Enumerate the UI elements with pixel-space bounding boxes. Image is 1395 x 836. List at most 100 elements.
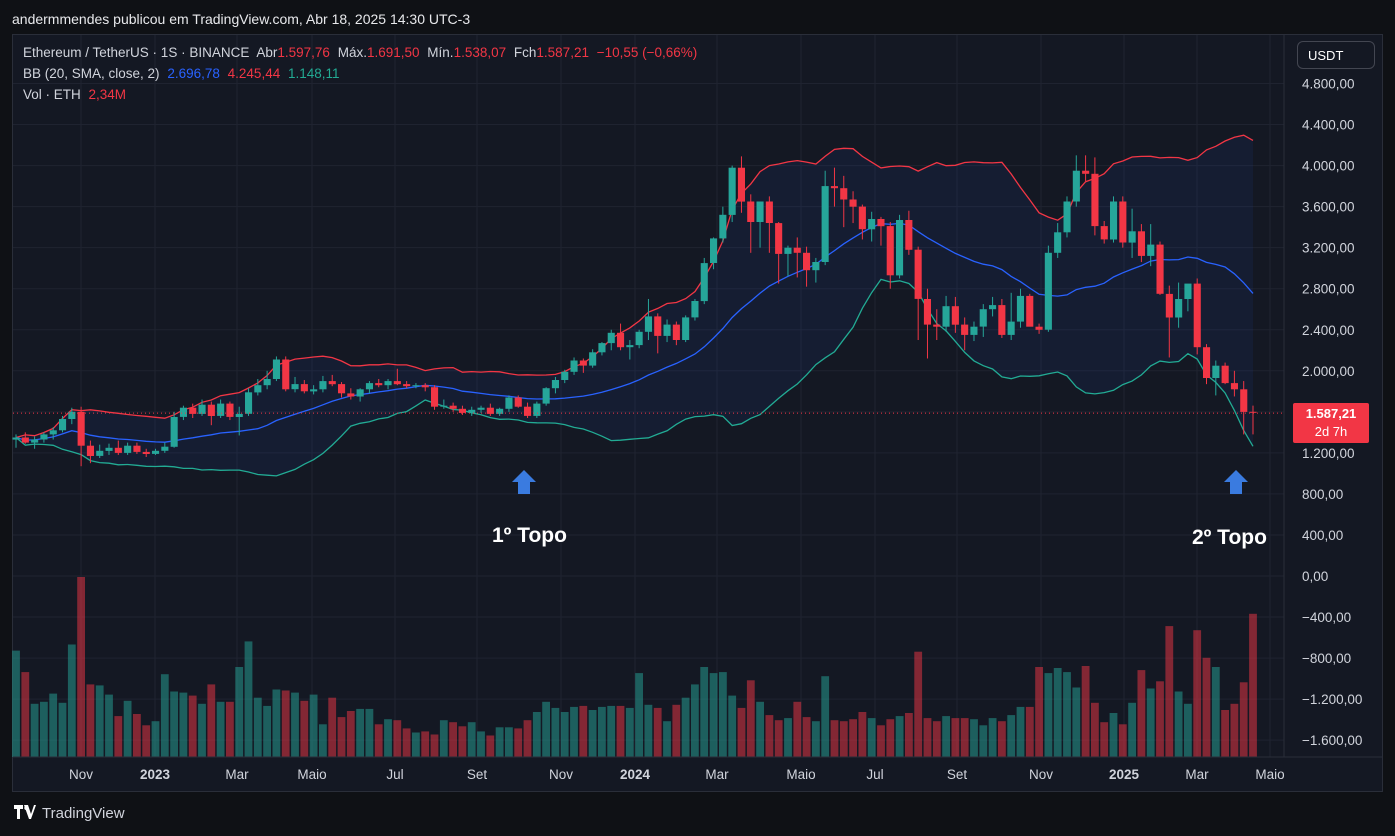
candle-body — [1035, 326, 1043, 330]
candle-body — [328, 381, 336, 385]
candle-body — [961, 324, 969, 335]
candle-body — [59, 419, 67, 431]
volume-bar — [923, 718, 932, 757]
legend-open-value: 1.597,76 — [277, 45, 330, 60]
volume-bar — [216, 701, 225, 757]
volume-bar — [1044, 673, 1053, 757]
volume-bar — [1184, 703, 1192, 757]
volume-bar — [514, 728, 523, 757]
candle-body — [626, 345, 634, 348]
volume-bar — [765, 715, 774, 757]
candle-body — [142, 451, 150, 454]
legend-high-value: 1.691,50 — [366, 45, 420, 60]
candle-body — [1026, 295, 1034, 327]
bb-lower-line — [15, 278, 1254, 477]
legend-bb-upper: 4.245,44 — [227, 66, 281, 81]
volume-bar — [1035, 667, 1043, 757]
volume-bar — [67, 644, 76, 757]
volume-bar — [467, 722, 476, 757]
volume-bar — [30, 703, 39, 757]
x-tick-label: Mar — [225, 767, 249, 782]
candle-body — [263, 379, 271, 386]
legend-bb-label[interactable]: BB (20, SMA, close, 2) — [23, 66, 160, 81]
legend-vol-row: Vol · ETH 2,34M — [23, 87, 130, 102]
last-price-value: 1.587,21 — [1305, 406, 1357, 421]
currency-button[interactable]: USDT — [1297, 41, 1375, 69]
y-tick-label: 2.000,00 — [1302, 364, 1355, 379]
volume-bar — [523, 720, 532, 757]
candle-body — [942, 306, 950, 327]
volume-bar — [1193, 630, 1202, 757]
volume-bar — [1100, 722, 1109, 757]
candle-body — [310, 389, 318, 392]
candle-body — [1249, 411, 1257, 413]
y-tick-label: 3.200,00 — [1302, 241, 1355, 256]
candle-body — [765, 201, 773, 223]
volume-bar — [226, 701, 234, 757]
candle-body — [1100, 226, 1108, 240]
volume-bar — [951, 718, 960, 757]
candle-body — [784, 247, 792, 254]
candle-body — [40, 434, 48, 440]
volume-bar — [942, 716, 950, 757]
volume-bar — [905, 713, 913, 757]
volume-bar — [932, 721, 941, 757]
volume-bar — [77, 577, 85, 757]
candle-body — [877, 219, 885, 227]
volume-bar — [979, 725, 988, 757]
candle-body — [747, 201, 755, 222]
candle-body — [1072, 170, 1080, 202]
volume-bar — [914, 651, 923, 757]
last-price-tag: 1.587,21 2d 7h — [1293, 403, 1369, 443]
candle-body — [114, 447, 122, 453]
candle-body — [161, 446, 169, 451]
volume-bar — [858, 712, 867, 757]
volume-bar — [867, 718, 876, 757]
volume-bar — [384, 719, 392, 757]
x-tick-label: Mar — [1185, 767, 1209, 782]
volume-bar — [1211, 667, 1220, 757]
legend-vol-value: 2,34M — [88, 87, 127, 102]
volume-bar — [179, 692, 188, 757]
candle-body — [254, 385, 262, 393]
volume-bar — [1118, 724, 1127, 757]
volume-bar — [421, 731, 430, 757]
volume-bar — [198, 703, 206, 757]
volume-bar — [793, 701, 802, 757]
volume-bar — [1081, 666, 1090, 757]
x-tick-label: Set — [467, 767, 488, 782]
legend-symbol[interactable]: Ethereum / TetherUS · 1S · BINANCE — [23, 45, 250, 60]
candle-body — [524, 406, 532, 416]
candle-body — [672, 324, 680, 340]
y-tick-label: 2.400,00 — [1302, 323, 1355, 338]
volume-bar — [1109, 713, 1118, 757]
volume-bar — [700, 667, 709, 757]
footer-brand[interactable]: TradingView — [14, 805, 125, 822]
x-tick-label: Maio — [297, 767, 326, 782]
candle-body — [365, 383, 373, 390]
volume-bar — [486, 735, 495, 757]
volume-bar — [839, 721, 848, 757]
legend-bb-basis: 2.696,78 — [167, 66, 220, 81]
candle-body — [542, 388, 550, 404]
volume-bar — [95, 685, 104, 757]
bar-countdown: 2d 7h — [1314, 424, 1348, 439]
volume-bar — [86, 684, 95, 757]
legend-vol-label[interactable]: Vol · ETH — [23, 87, 81, 102]
candle-body — [68, 411, 76, 419]
legend-low-value: 1.538,07 — [453, 45, 507, 60]
x-tick-label: Nov — [549, 767, 573, 782]
volume-bar — [719, 672, 727, 757]
volume-bar — [551, 707, 560, 757]
candle-body — [412, 385, 420, 387]
candle-body — [849, 199, 857, 207]
volume-bar — [625, 707, 634, 757]
candle-body — [1082, 170, 1090, 174]
volume-bar — [774, 720, 783, 757]
legend-low-label: Mín. — [427, 45, 454, 60]
candle-body — [561, 371, 569, 380]
candle-body — [514, 397, 522, 407]
volume-bar — [365, 708, 374, 757]
candle-body — [431, 387, 439, 407]
